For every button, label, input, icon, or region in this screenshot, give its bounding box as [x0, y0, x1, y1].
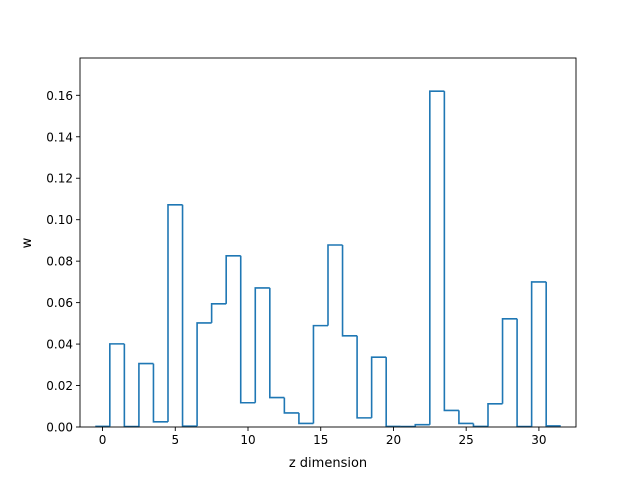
y-tick-label-1: 0.02	[46, 379, 73, 393]
y-tick-label-0: 0.00	[46, 421, 73, 435]
x-tick-label-30: 30	[531, 433, 546, 447]
x-tick-label-15: 15	[313, 433, 328, 447]
x-tick-label-20: 20	[386, 433, 401, 447]
y-tick-label-3: 0.06	[46, 296, 73, 310]
y-tick-label-6: 0.12	[46, 172, 73, 186]
y-tick-label-5: 0.10	[46, 213, 73, 227]
x-axis-label: z dimension	[289, 456, 367, 471]
y-tick-label-7: 0.14	[46, 130, 73, 144]
x-tick-label-0: 0	[99, 433, 107, 447]
y-tick-label-2: 0.04	[46, 338, 73, 352]
x-tick-label-25: 25	[459, 433, 474, 447]
y-tick-label-4: 0.08	[46, 255, 73, 269]
x-tick-label-5: 5	[171, 433, 179, 447]
y-tick-label-8: 0.16	[46, 89, 73, 103]
x-tick-label-10: 10	[240, 433, 255, 447]
y-axis-label: w	[20, 237, 35, 248]
